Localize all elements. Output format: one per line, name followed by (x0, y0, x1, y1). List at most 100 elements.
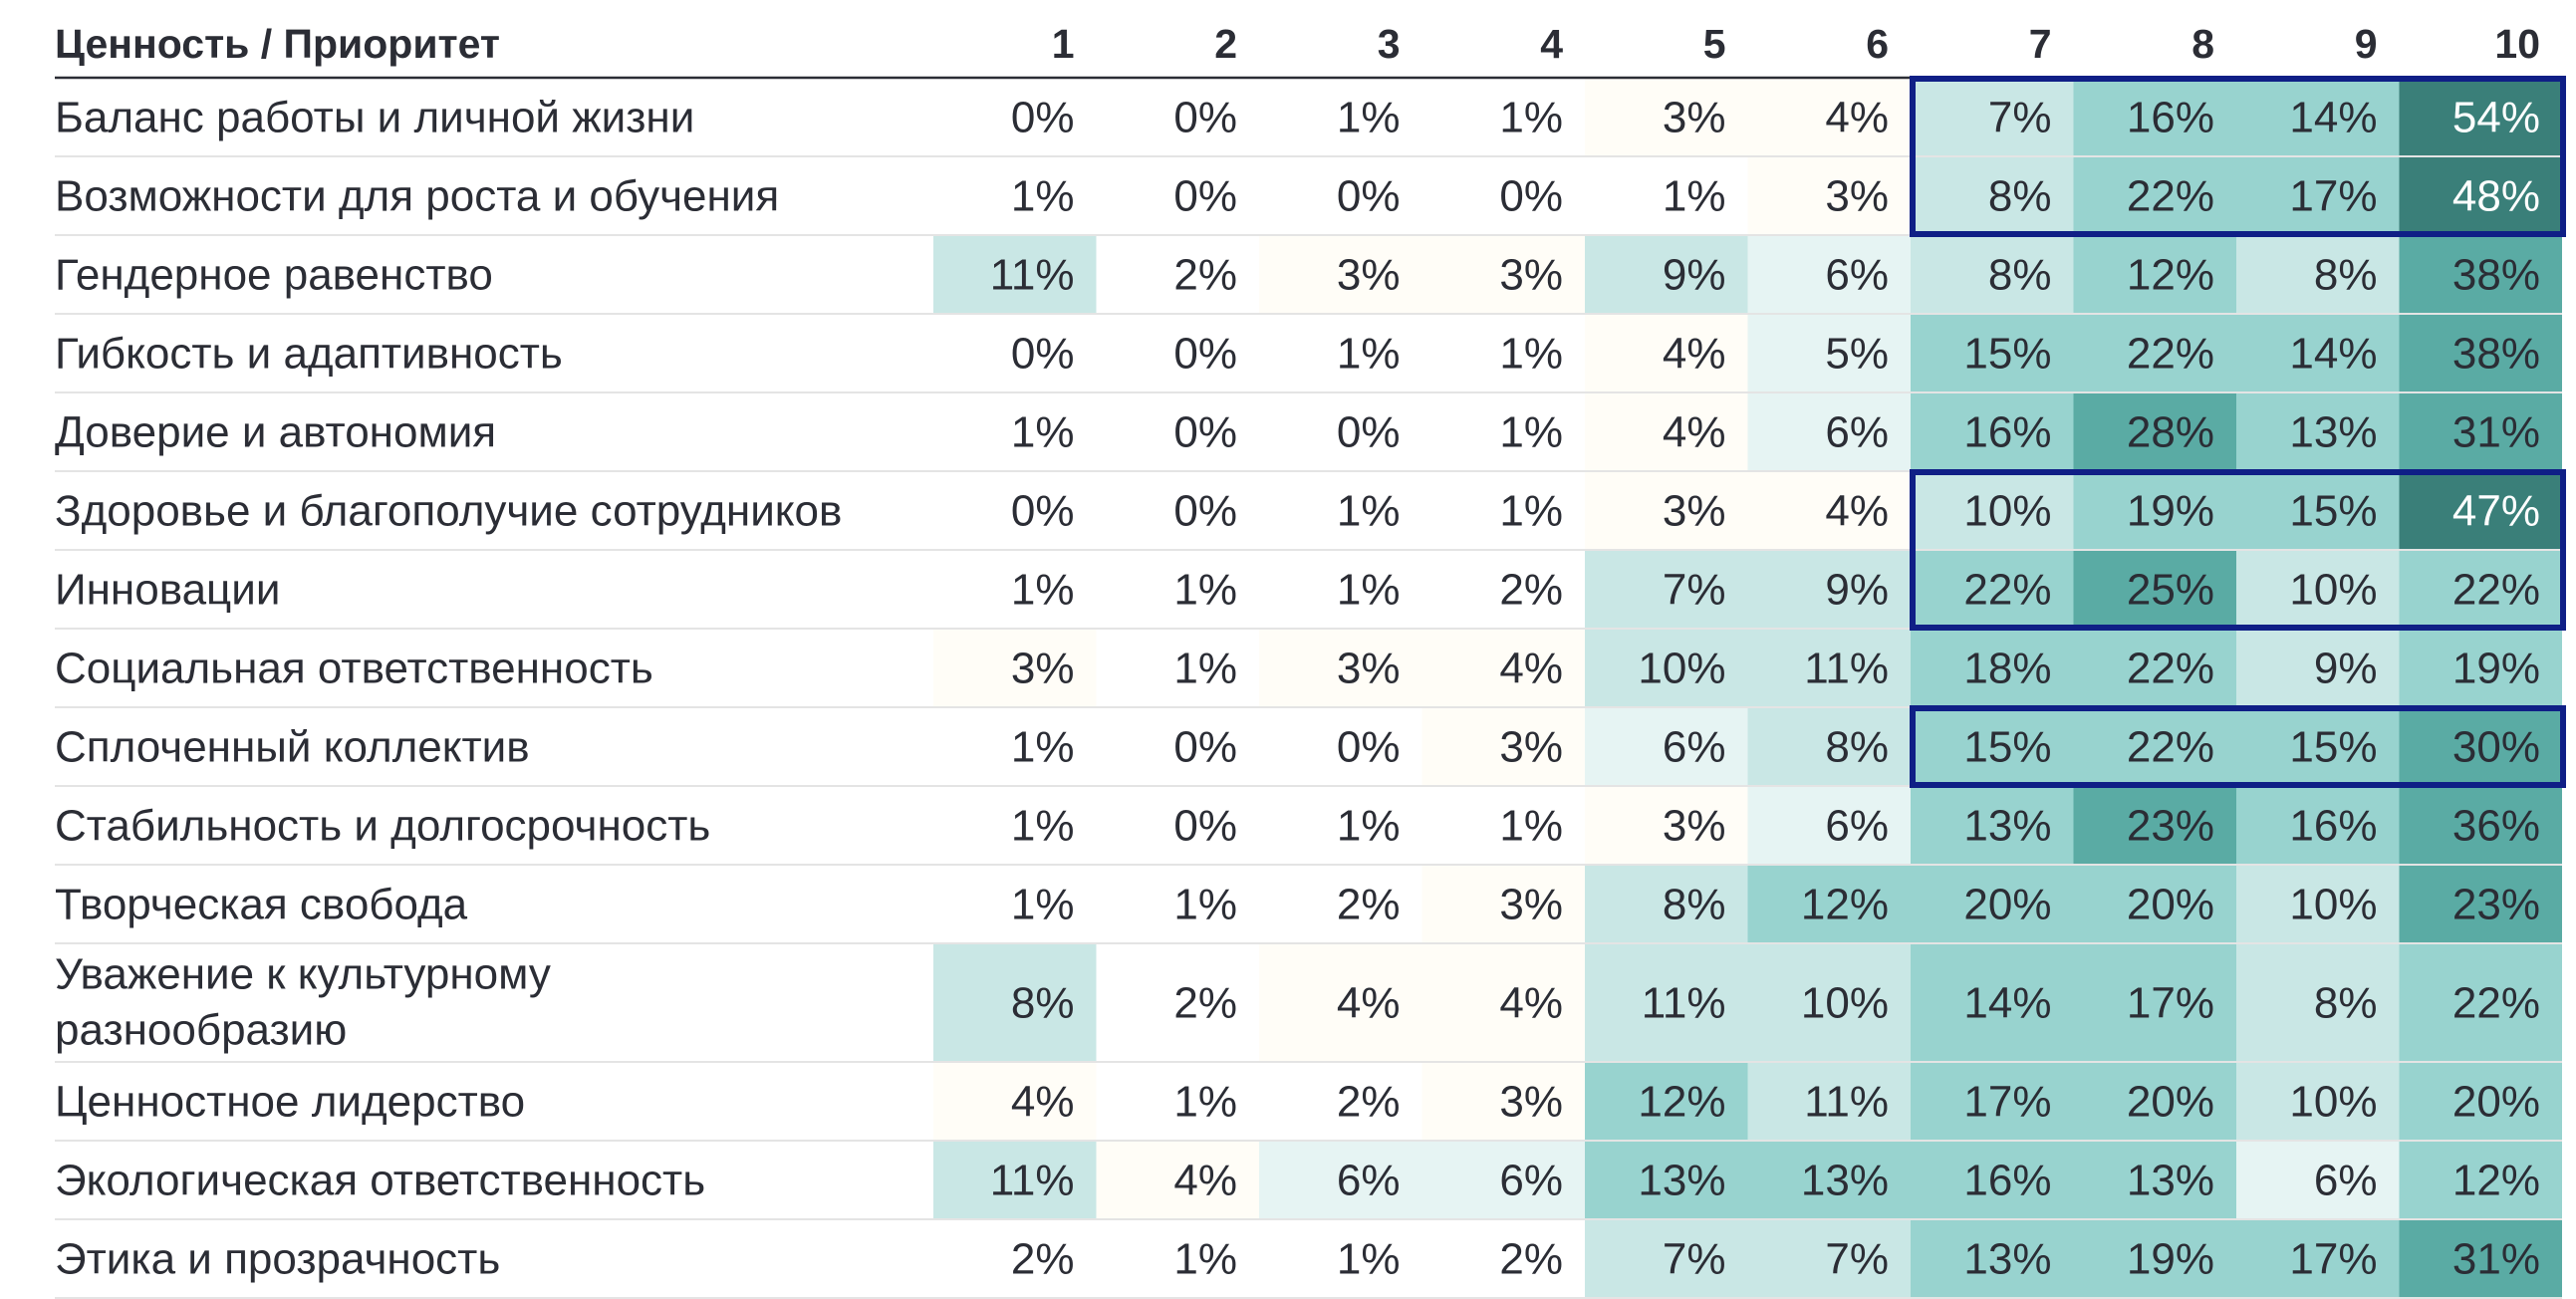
cell-value: 4% (1173, 1157, 1237, 1205)
heatmap-cell (1096, 157, 1259, 234)
heatmap-cell (2236, 1142, 2400, 1218)
heatmap-cell (2399, 472, 2562, 549)
cell-value: 3% (1663, 487, 1726, 536)
heatmap-cell (1747, 236, 1911, 313)
cell-value: 3% (1663, 802, 1726, 851)
heatmap-cell (2399, 1063, 2562, 1140)
cell-value: 12% (2452, 1157, 2540, 1205)
heatmap-cell (1747, 551, 1911, 628)
cell-value: 11% (990, 251, 1075, 300)
heatmap-cell (1585, 157, 1748, 234)
cell-value: 10% (2289, 1078, 2377, 1127)
heatmap-cell (2073, 787, 2236, 864)
cell-value: 1% (1173, 881, 1237, 929)
heatmap-cell (1096, 236, 1259, 313)
row-label: Экологическая ответственность (55, 1157, 705, 1205)
heatmap-cell (2236, 236, 2400, 313)
cell-value: 7% (1988, 94, 2052, 142)
cell-value: 1% (1337, 330, 1401, 379)
cell-value: 18% (1963, 645, 2051, 693)
heatmap-cell (933, 708, 1097, 785)
cell-value: 1% (1663, 172, 1726, 221)
cell-value: 6% (1825, 408, 1889, 457)
heatmap-cell (1259, 551, 1422, 628)
cell-value: 0% (1173, 94, 1237, 142)
heatmap-cell (2236, 866, 2400, 942)
cell-value: 20% (2127, 1078, 2214, 1127)
cell-value: 0% (1337, 408, 1401, 457)
heatmap-cell (1585, 944, 1748, 1061)
heatmap-cell (2236, 1063, 2400, 1140)
cell-value: 0% (1011, 330, 1075, 379)
cell-value: 13% (1801, 1157, 1889, 1205)
cell-value: 17% (2289, 172, 2377, 221)
heatmap-cell (1421, 1220, 1585, 1297)
cell-value: 1% (1011, 408, 1075, 457)
heatmap-cell (1747, 787, 1911, 864)
heatmap-cell (2073, 315, 2236, 391)
heatmap-cells (933, 79, 2562, 1297)
heatmap-cell (2073, 79, 2236, 155)
cell-value: 19% (2452, 645, 2540, 693)
column-header-9: 9 (2355, 21, 2378, 67)
heatmap-cell (2399, 236, 2562, 313)
heatmap-cell (1259, 79, 1422, 155)
heatmap-cell (1911, 1063, 2074, 1140)
heatmap-cell (1911, 1142, 2074, 1218)
cell-value: 11% (1804, 1078, 1889, 1127)
heatmap-cell (2399, 551, 2562, 628)
heatmap-cell (1096, 866, 1259, 942)
cell-value: 22% (2452, 979, 2540, 1028)
heatmap-cell (1585, 866, 1748, 942)
cell-value: 16% (2127, 94, 2214, 142)
heatmap-cell (933, 472, 1097, 549)
cell-value: 11% (1804, 645, 1889, 693)
row-label: Этика и прозрачность (55, 1235, 500, 1284)
cell-value: 1% (1499, 330, 1563, 379)
cell-value: 4% (1337, 979, 1401, 1028)
cell-value: 4% (1499, 979, 1563, 1028)
heatmap-cell (1096, 1063, 1259, 1140)
cell-value: 15% (1963, 330, 2051, 379)
row-label: Возможности для роста и обучения (55, 172, 779, 221)
cell-value: 20% (2127, 881, 2214, 929)
cell-value: 10% (2289, 881, 2377, 929)
heatmap-cell (1747, 393, 1911, 470)
cell-value: 38% (2452, 330, 2540, 379)
cell-value: 0% (1011, 487, 1075, 536)
cell-value: 3% (1499, 251, 1563, 300)
header-label: Ценность / Приоритет (55, 21, 500, 67)
cell-value: 4% (1011, 1078, 1075, 1127)
cell-value: 10% (1638, 645, 1725, 693)
cell-value: 11% (1642, 979, 1726, 1028)
cell-value: 4% (1499, 645, 1563, 693)
heatmap-cell (1421, 1142, 1585, 1218)
cell-value: 3% (1499, 723, 1563, 772)
row-label: Гибкость и адаптивность (55, 330, 563, 379)
cell-value: 0% (1173, 487, 1237, 536)
row-label: Ценностное лидерство (55, 1078, 525, 1127)
heatmap-cell (1911, 944, 2074, 1061)
cell-value: 8% (1988, 251, 2052, 300)
heatmap-cell (1421, 866, 1585, 942)
heatmap-cell (933, 79, 1097, 155)
heatmap-cell (1747, 315, 1911, 391)
heatmap-cell (1259, 1142, 1422, 1218)
heatmap-cell (2236, 472, 2400, 549)
cell-value: 7% (1663, 566, 1726, 615)
heatmap-cell (2236, 708, 2400, 785)
cell-value: 13% (1638, 1157, 1725, 1205)
heatmap-cell (1585, 1142, 1748, 1218)
heatmap-cell (2399, 393, 2562, 470)
heatmap-cell (1747, 79, 1911, 155)
heatmap-cell (1747, 944, 1911, 1061)
cell-value: 7% (1825, 1235, 1889, 1284)
cell-value: 2% (1337, 881, 1401, 929)
cell-value: 20% (1963, 881, 2051, 929)
heatmap-cell (1911, 315, 2074, 391)
heatmap-cell (2399, 944, 2562, 1061)
cell-value: 14% (1963, 979, 2051, 1028)
cell-value: 1% (1499, 487, 1563, 536)
column-header-7: 7 (2029, 21, 2052, 67)
heatmap-cell (2073, 1220, 2236, 1297)
